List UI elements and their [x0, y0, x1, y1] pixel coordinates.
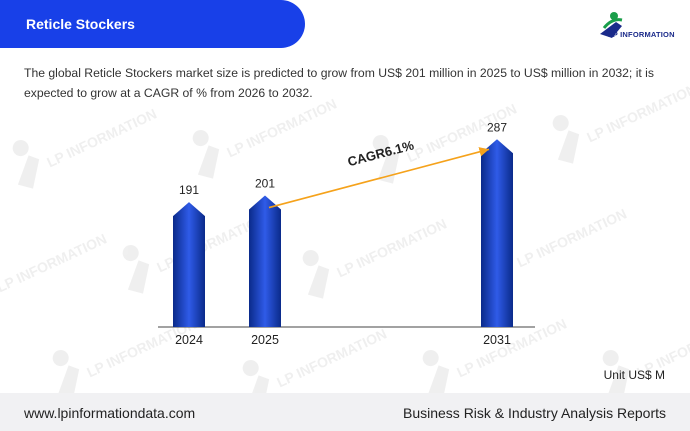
bar-chart: 191 2024 201 2025 287 2031 CAGR6.1% — [158, 120, 535, 347]
footer-tagline: Business Risk & Industry Analysis Report… — [403, 405, 666, 421]
unit-label: Unit US$ M — [603, 368, 665, 382]
footer: www.lpinformationdata.com Business Risk … — [0, 393, 690, 431]
bar-2025 — [249, 195, 281, 327]
cagr-annotation: CAGR6.1% — [346, 137, 416, 169]
data-label-2024: 191 — [179, 183, 199, 197]
logo-text: LP INFORMATION — [608, 30, 675, 39]
cagr-arrow — [268, 147, 490, 209]
footer-website-link[interactable]: www.lpinformationdata.com — [24, 405, 196, 421]
header-bar: Reticle Stockers — [0, 0, 305, 48]
bar-2031 — [481, 139, 513, 327]
market-description: The global Reticle Stockers market size … — [24, 66, 654, 100]
x-tick-label-2025: 2025 — [251, 333, 279, 347]
data-label-2025: 201 — [255, 177, 275, 191]
data-label-2031: 287 — [487, 120, 507, 134]
x-tick-label-2024: 2024 — [175, 333, 203, 347]
bar-2024 — [173, 202, 205, 327]
lp-information-logo-icon — [600, 12, 623, 38]
x-tick-label-2031: 2031 — [483, 333, 511, 347]
page-title: Reticle Stockers — [26, 16, 135, 32]
